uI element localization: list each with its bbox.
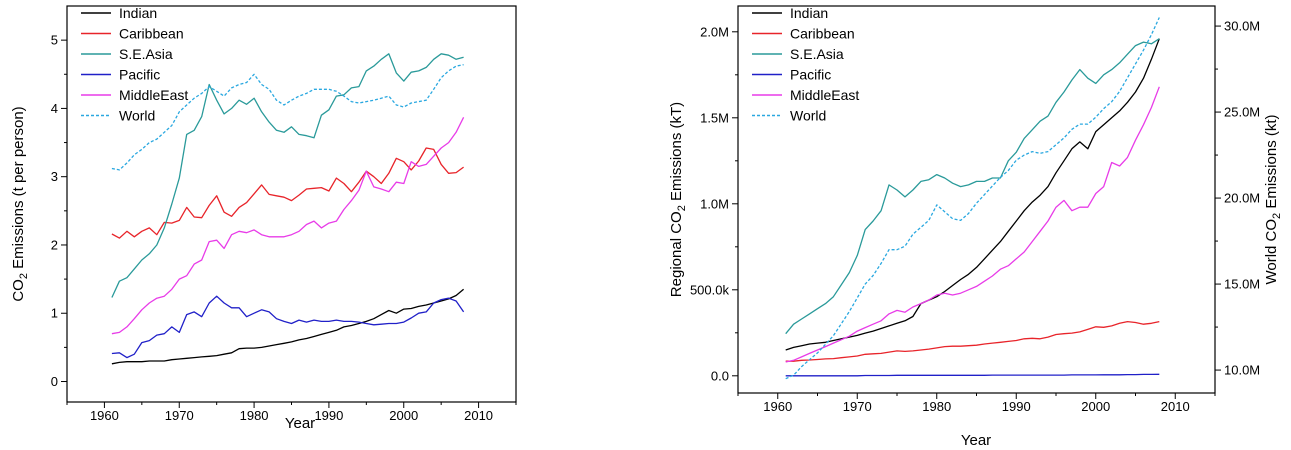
y2-tick-label: 20.0M	[1224, 191, 1260, 206]
y2-tick-label: 10.0M	[1224, 363, 1260, 378]
series-line-indian	[785, 38, 1160, 351]
series-line-middleeast	[111, 117, 465, 335]
x-tick-label: 2000	[389, 408, 418, 423]
series-line-pacific	[785, 373, 1160, 377]
series-line-world	[111, 64, 464, 171]
legend-label: Pacific	[119, 67, 160, 83]
y2-tick-label: 15.0M	[1224, 277, 1260, 292]
legend-label: Indian	[790, 5, 828, 21]
legend-label: S.E.Asia	[790, 46, 844, 62]
x-tick-label: 1960	[763, 399, 792, 414]
chart-total-emissions: 1960 1970 1980 1990 2000 2010 0.0 500.0k 1.0M 1.5…	[668, 5, 1283, 449]
y-tick-label: 2	[51, 237, 58, 252]
y-tick-label: 1.5M	[700, 110, 729, 125]
y-tick-label: 1.0M	[700, 196, 729, 211]
legend-label: MiddleEast	[790, 87, 859, 103]
series-line-pacific	[111, 295, 465, 359]
y2-tick-label: 25.0M	[1224, 105, 1260, 120]
x-tick-label: 2000	[1081, 399, 1110, 414]
x-tick-label: 1980	[240, 408, 269, 423]
series-line-middleeast	[785, 86, 1160, 363]
series-line-world	[785, 17, 1160, 380]
series-line-seasia	[785, 38, 1160, 335]
x-axis-label: Year	[961, 432, 991, 449]
y-tick-label: 0.0	[711, 368, 729, 383]
y-axis-label: CO2 Emissions (t per person)	[10, 106, 30, 301]
plot-frame	[737, 5, 1216, 394]
legend-label: S.E.Asia	[119, 46, 173, 62]
y-tick-label: 3	[51, 169, 58, 184]
y-tick-label: 500.0k	[690, 282, 730, 297]
legend-label: Caribbean	[119, 26, 184, 42]
y-tick-label: 0	[51, 374, 58, 389]
x-tick-label: 1980	[922, 399, 951, 414]
legend-label: Caribbean	[790, 26, 855, 42]
legend-label: World	[790, 108, 826, 124]
legend-label: Indian	[119, 5, 157, 21]
x-axis-label: Year	[285, 415, 315, 432]
series-line-caribbean	[785, 320, 1160, 362]
y2-axis-label: World CO2 Emissions (kt)	[1263, 114, 1283, 284]
legend-label: Pacific	[790, 67, 831, 83]
x-tick-label: 2010	[1161, 399, 1190, 414]
x-tick-label: 1990	[314, 408, 343, 423]
x-tick-label: 2010	[464, 408, 493, 423]
x-tick-label: 1990	[1002, 399, 1031, 414]
y-tick-label: 2.0M	[700, 24, 729, 39]
y2-tick-label: 30.0M	[1224, 19, 1260, 34]
x-tick-label: 1970	[165, 408, 194, 423]
legend-label: MiddleEast	[119, 87, 188, 103]
y-tick-label: 1	[51, 306, 58, 321]
x-tick-label: 1970	[843, 399, 872, 414]
x-tick-label: 1960	[90, 408, 119, 423]
series-line-seasia	[111, 53, 464, 298]
y-tick-label: 5	[51, 33, 58, 48]
series-line-caribbean	[111, 147, 464, 239]
y-axis-label: Regional CO2 Emissions (kT)	[668, 102, 688, 297]
legend-label: World	[119, 108, 155, 124]
y-tick-label: 4	[51, 101, 58, 116]
plot-frame	[66, 5, 517, 403]
chart-per-capita-emissions: 1960 1970 1980 1990 2000 2010 0 1 2 3 4 5 Indian Cari…	[10, 5, 517, 432]
series-line-indian	[111, 288, 465, 365]
